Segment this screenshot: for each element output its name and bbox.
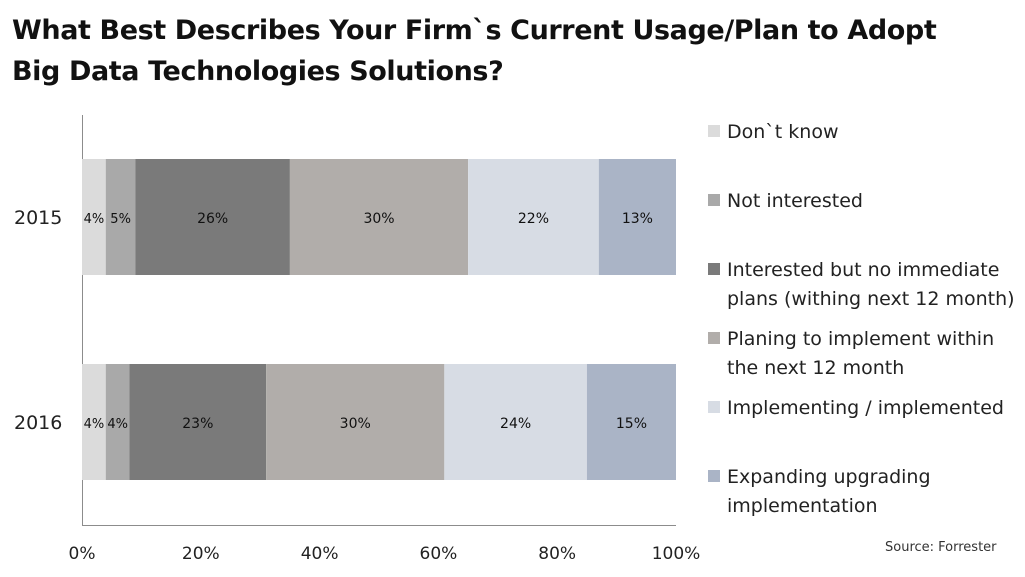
chart-title: What Best Describes Your Firm`s Current … <box>12 10 972 92</box>
bar-segment <box>266 364 445 480</box>
legend-item: Planing to implement within the next 12 … <box>708 325 1020 383</box>
bar-segment <box>105 159 136 275</box>
data-label: 5% <box>110 212 131 227</box>
chart-title-line-1: What Best Describes Your Firm`s Current … <box>12 15 937 46</box>
x-tick-label: 20% <box>182 544 220 564</box>
legend-label: Interested but no immediate plans (withi… <box>727 259 1015 310</box>
bar-segment <box>468 159 599 275</box>
legend-label: Not interested <box>727 190 863 212</box>
data-label: 30% <box>363 211 394 227</box>
legend-swatch <box>708 332 720 344</box>
bar-segment <box>135 159 290 275</box>
x-tick-label: 40% <box>301 544 339 564</box>
legend-item: Expanding upgrading implementation <box>708 463 1020 521</box>
legend-label: Expanding upgrading implementation <box>727 466 931 517</box>
bar-segment <box>82 364 106 480</box>
data-label: 24% <box>500 416 531 432</box>
legend-item: Not interested <box>708 187 1020 216</box>
data-label: 22% <box>518 211 549 227</box>
bar-segment <box>586 364 676 480</box>
x-tick-label: 60% <box>420 544 458 564</box>
x-tick-label: 0% <box>69 544 96 564</box>
data-label: 15% <box>616 416 647 432</box>
data-label: 30% <box>340 416 371 432</box>
data-label: 4% <box>107 417 128 432</box>
bar-segment <box>82 159 106 275</box>
legend-swatch <box>708 401 720 413</box>
data-label: 26% <box>197 211 228 227</box>
bar-segment <box>289 159 469 275</box>
legend-swatch <box>708 263 720 275</box>
bar-segment <box>129 364 267 480</box>
y-category-label: 2016 <box>14 412 62 434</box>
data-label: 4% <box>84 212 105 227</box>
legend-label: Planing to implement within the next 12 … <box>727 328 995 379</box>
legend-label: Implementing / implemented <box>727 397 1004 419</box>
data-label: 23% <box>182 416 213 432</box>
data-label: 4% <box>84 417 105 432</box>
source-note: Source: Forrester <box>885 540 997 555</box>
legend-item: Interested but no immediate plans (withi… <box>708 256 1020 314</box>
bar-segment <box>105 364 130 480</box>
chart-title-line-2: Big Data Technologies Solutions? <box>12 56 504 87</box>
y-category-label: 2015 <box>14 207 62 229</box>
legend-swatch <box>708 470 720 482</box>
data-label: 13% <box>622 211 653 227</box>
legend-label: Don`t know <box>727 121 839 143</box>
x-tick-label: 80% <box>538 544 576 564</box>
bar-segment <box>598 159 676 275</box>
legend-item: Don`t know <box>708 118 1020 147</box>
legend-swatch <box>708 125 720 137</box>
bar-segment <box>444 364 587 480</box>
legend-item: Implementing / implemented <box>708 394 1020 423</box>
legend-swatch <box>708 194 720 206</box>
x-tick-label: 100% <box>652 544 701 564</box>
